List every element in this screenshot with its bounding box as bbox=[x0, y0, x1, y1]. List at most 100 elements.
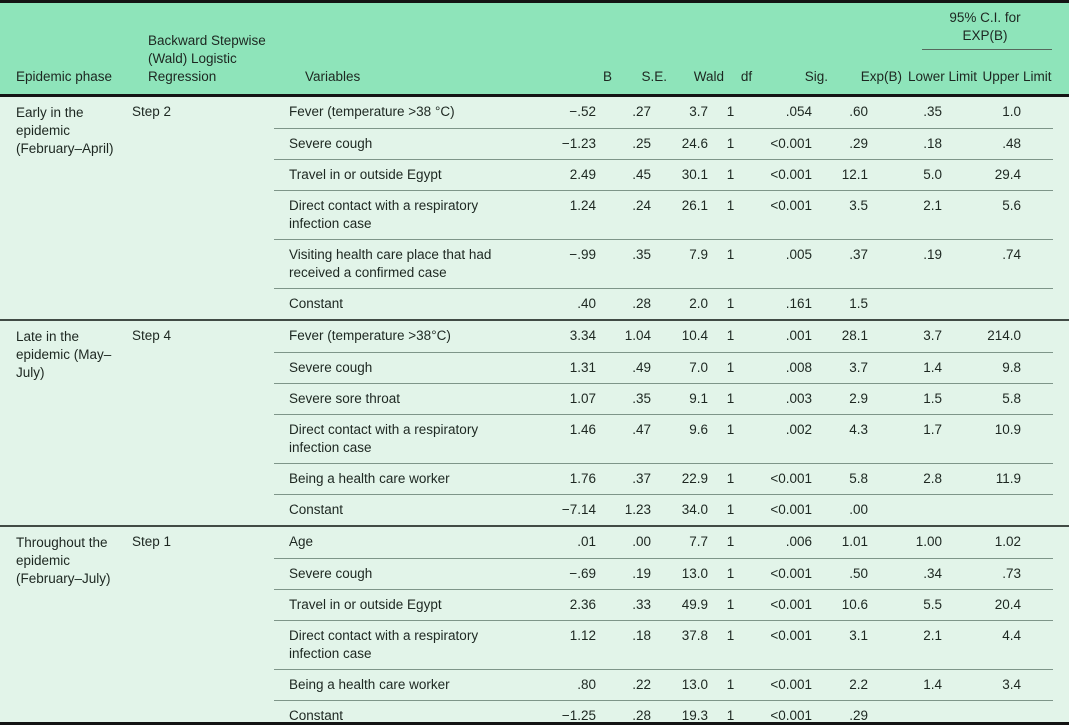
b-value: 3.34 bbox=[569, 328, 596, 343]
lower-limit-value: 1.5 bbox=[923, 391, 942, 406]
column-header-se: S.E. bbox=[641, 69, 667, 84]
step-label: Step 1 bbox=[132, 534, 172, 549]
section-throughout-epidemic: Throughout the epidemic (February–July) … bbox=[0, 525, 1069, 725]
df-value: 1 bbox=[726, 566, 735, 581]
column-header-expb: Exp(B) bbox=[860, 69, 902, 84]
b-value: 1.76 bbox=[569, 471, 596, 486]
b-value: 2.36 bbox=[569, 597, 596, 612]
table-row: Travel in or outside Egypt 2.49 .45 30.1 1 <0… bbox=[274, 159, 1053, 190]
se-value: .24 bbox=[632, 198, 651, 213]
expb-value: 3.5 bbox=[849, 198, 868, 213]
se-value: .22 bbox=[632, 677, 651, 692]
lower-limit-value: 3.7 bbox=[923, 328, 942, 343]
table-row: Fever (temperature >38°C) 3.34 1.04 10.4 1 .0… bbox=[274, 321, 1053, 352]
sig-value: .002 bbox=[785, 422, 812, 437]
se-value: .49 bbox=[632, 360, 651, 375]
upper-limit-value: 3.4 bbox=[1002, 677, 1021, 692]
expb-value: 1.01 bbox=[841, 534, 868, 549]
b-value: 1.46 bbox=[569, 422, 596, 437]
lower-limit-value: 1.00 bbox=[915, 534, 942, 549]
expb-value: .37 bbox=[849, 247, 868, 262]
df-value: 1 bbox=[726, 391, 735, 406]
df-value: 1 bbox=[726, 534, 735, 549]
sig-value: <0.001 bbox=[770, 566, 812, 581]
variable-label: Constant bbox=[289, 296, 344, 311]
upper-limit-value: 29.4 bbox=[994, 167, 1021, 182]
sig-value: <0.001 bbox=[770, 198, 812, 213]
upper-limit-value: 9.8 bbox=[1002, 360, 1021, 375]
sig-value: <0.001 bbox=[770, 628, 812, 643]
se-value: .45 bbox=[632, 167, 651, 182]
expb-value: 2.9 bbox=[849, 391, 868, 406]
epidemic-phase-label: Late in the epidemic (May–July) bbox=[16, 329, 112, 380]
b-value: 2.49 bbox=[569, 167, 596, 182]
upper-limit-value: 20.4 bbox=[994, 597, 1021, 612]
b-value: −1.25 bbox=[561, 708, 596, 723]
wald-value: 26.1 bbox=[681, 198, 708, 213]
section-early-epidemic: Early in the epidemic (February–April) S… bbox=[0, 97, 1069, 319]
table-row: Age .01 .00 7.7 1 .006 1.01 1.00 1.02 bbox=[274, 527, 1053, 558]
table-row: Being a health care worker 1.76 .37 22.9 1 <0… bbox=[274, 463, 1053, 494]
b-value: −.99 bbox=[569, 247, 596, 262]
epidemic-phase-label: Throughout the epidemic (February–July) bbox=[16, 535, 111, 586]
sig-value: .008 bbox=[785, 360, 812, 375]
df-value: 1 bbox=[726, 167, 735, 182]
column-header-regression: Backward Stepwise (Wald) Logistic Regres… bbox=[148, 33, 266, 84]
wald-value: 2.0 bbox=[689, 296, 708, 311]
variable-label: Travel in or outside Egypt bbox=[289, 597, 442, 612]
se-value: 1.04 bbox=[624, 328, 651, 343]
expb-value: 1.5 bbox=[849, 296, 868, 311]
b-value: 1.31 bbox=[569, 360, 596, 375]
variable-label: Severe cough bbox=[289, 360, 373, 375]
wald-value: 49.9 bbox=[681, 597, 708, 612]
variable-label: Direct contact with a respiratory infect… bbox=[289, 422, 479, 455]
upper-limit-value: 4.4 bbox=[1002, 628, 1021, 643]
table-row: Severe sore throat 1.07 .35 9.1 1 .003 2.9 1.5 5… bbox=[274, 383, 1053, 414]
upper-limit-value: 1.0 bbox=[1002, 104, 1021, 119]
df-value: 1 bbox=[726, 708, 735, 723]
wald-value: 34.0 bbox=[681, 502, 708, 517]
table-row: Visiting health care place that had rece… bbox=[274, 239, 1053, 288]
expb-value: .60 bbox=[849, 104, 868, 119]
wald-value: 3.7 bbox=[689, 104, 708, 119]
lower-limit-value bbox=[874, 701, 946, 725]
lower-limit-value: .19 bbox=[923, 247, 942, 262]
b-value: −.69 bbox=[569, 566, 596, 581]
df-value: 1 bbox=[726, 502, 735, 517]
variable-label: Severe cough bbox=[289, 566, 373, 581]
wald-value: 37.8 bbox=[681, 628, 708, 643]
table-row: Direct contact with a respiratory infect… bbox=[274, 190, 1053, 239]
upper-limit-value: 5.6 bbox=[1002, 198, 1021, 213]
df-value: 1 bbox=[726, 360, 735, 375]
df-value: 1 bbox=[726, 628, 735, 643]
expb-value: 12.1 bbox=[841, 167, 868, 182]
table-row: Severe cough −1.23 .25 24.6 1 <0.001 .29 .18 .48 bbox=[274, 128, 1053, 159]
b-value: .80 bbox=[577, 677, 596, 692]
b-value: −.52 bbox=[569, 104, 596, 119]
variable-label: Being a health care worker bbox=[289, 677, 450, 692]
wald-value: 9.6 bbox=[689, 422, 708, 437]
upper-limit-value: 214.0 bbox=[987, 328, 1021, 343]
variable-label: Age bbox=[289, 534, 314, 549]
variable-label: Severe cough bbox=[289, 136, 373, 151]
upper-limit-value bbox=[946, 289, 1021, 319]
upper-limit-value bbox=[946, 495, 1021, 525]
column-header-b: B bbox=[602, 69, 612, 84]
expb-value: 10.6 bbox=[841, 597, 868, 612]
wald-value: 13.0 bbox=[681, 677, 708, 692]
expb-value: 3.7 bbox=[849, 360, 868, 375]
lower-limit-value: 2.8 bbox=[923, 471, 942, 486]
variable-label: Constant bbox=[289, 502, 344, 517]
upper-limit-value: .73 bbox=[1002, 566, 1021, 581]
sig-value: <0.001 bbox=[770, 708, 812, 723]
wald-value: 7.9 bbox=[689, 247, 708, 262]
se-value: .33 bbox=[632, 597, 651, 612]
se-value: .25 bbox=[632, 136, 651, 151]
upper-limit-value: 10.9 bbox=[994, 422, 1021, 437]
column-header-wald: Wald bbox=[693, 69, 724, 84]
expb-value: 28.1 bbox=[841, 328, 868, 343]
se-value: .37 bbox=[632, 471, 651, 486]
se-value: .35 bbox=[632, 391, 651, 406]
table-row: Direct contact with a respiratory infect… bbox=[274, 620, 1053, 669]
lower-limit-value: 5.5 bbox=[923, 597, 942, 612]
